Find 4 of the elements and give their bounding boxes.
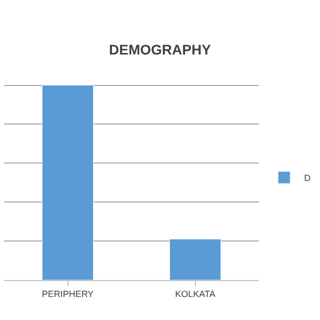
x-tick-label: KOLKATA (175, 288, 216, 299)
chart-title: DEMOGRAPHY (109, 42, 212, 58)
legend-label: D (304, 173, 312, 184)
x-tick-label: PERIPHERY (42, 288, 94, 299)
